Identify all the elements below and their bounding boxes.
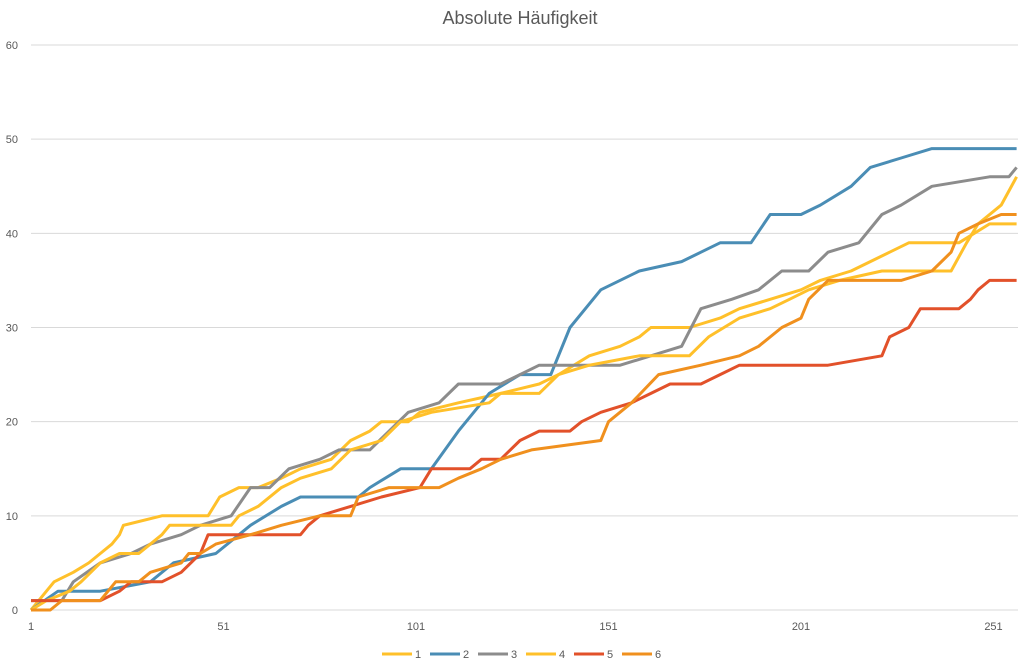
y-tick-label: 10 — [6, 511, 18, 523]
x-tick-label: 51 — [217, 621, 229, 633]
legend-label: 5 — [607, 649, 613, 661]
legend-item-6: 6 — [622, 649, 661, 661]
series-line-2 — [30, 147, 1017, 612]
series-line-4 — [30, 176, 1018, 612]
legend-label: 2 — [463, 649, 469, 661]
series-line-3 — [31, 166, 1018, 603]
x-tick-label: 151 — [599, 621, 617, 633]
y-tick-label: 40 — [6, 228, 18, 240]
legend-label: 4 — [559, 649, 565, 661]
legend-item-4: 4 — [526, 649, 565, 661]
y-tick-label: 50 — [6, 134, 18, 146]
x-tick-label: 251 — [984, 621, 1002, 633]
y-tick-label: 20 — [6, 417, 18, 429]
chart-title: Absolute Häufigkeit — [442, 8, 597, 28]
legend-label: 6 — [655, 649, 661, 661]
series-line-5 — [31, 278, 1017, 603]
legend-item-2: 2 — [430, 649, 469, 661]
y-axis-ticks: 0 10 20 30 40 50 60 — [6, 40, 18, 617]
y-tick-label: 30 — [6, 323, 18, 335]
y-tick-label: 60 — [6, 40, 18, 52]
series-line-6 — [31, 213, 1017, 612]
series-lines — [29, 147, 1018, 612]
x-tick-label: 101 — [407, 621, 425, 633]
legend-item-3: 3 — [478, 649, 517, 661]
x-tick-label: 201 — [792, 621, 810, 633]
legend: 1 2 3 4 5 6 — [382, 649, 661, 661]
x-axis-ticks: 1 51 101 151 201 251 — [28, 621, 1003, 633]
legend-label: 3 — [511, 649, 517, 661]
legend-label: 1 — [415, 649, 421, 661]
legend-item-5: 5 — [574, 649, 613, 661]
y-tick-label: 0 — [12, 605, 18, 617]
x-tick-label: 1 — [28, 621, 34, 633]
legend-item-1: 1 — [382, 649, 421, 661]
series-line-1 — [29, 222, 1017, 611]
